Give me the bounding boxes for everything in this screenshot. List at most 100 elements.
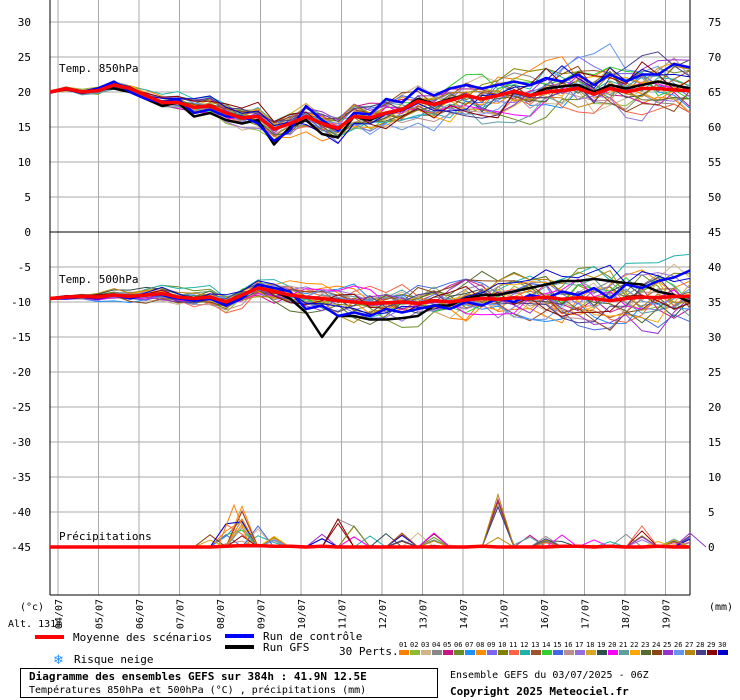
legend-member-swatch (476, 650, 486, 655)
legend-member-swatch (432, 650, 442, 655)
legend-member-number: 10 (498, 641, 506, 649)
y-tick-left: 10 (18, 156, 31, 169)
panel-label: Temp. 500hPa (59, 273, 138, 286)
precip-peak (417, 532, 451, 548)
ensemble-chart: 302520151050-5-10-15-20-25-30-35-40-4575… (8, 0, 733, 665)
y-tick-right: 75 (708, 16, 721, 29)
legend-member-swatch (509, 650, 519, 655)
y-tick-left: 20 (18, 86, 31, 99)
legend-member-swatch (597, 650, 607, 655)
y-tick-left: 0 (24, 226, 31, 239)
y-tick-left: 30 (18, 16, 31, 29)
y-tick-left: -25 (11, 401, 31, 414)
x-tick-label: 06/07 (135, 599, 146, 629)
legend-member-number: 12 (520, 641, 528, 649)
legend-member-number: 04 (432, 641, 440, 649)
legend-member-number: 19 (597, 641, 605, 649)
legend-member-swatch (454, 650, 464, 655)
member-line (49, 283, 691, 317)
x-tick-label: 13/07 (419, 599, 430, 629)
member-line (49, 278, 691, 331)
y-tick-left: -5 (18, 261, 31, 274)
y-tick-right: 35 (708, 296, 721, 309)
legend-member-number: 14 (542, 641, 550, 649)
legend: Moyenne des scénarios Run de contrôleRun … (35, 630, 728, 665)
legend-member-swatch (542, 650, 552, 655)
legend-member-number: 17 (575, 641, 583, 649)
snowflake-icon: ❄ (53, 653, 64, 665)
precip-peak (385, 532, 419, 548)
precip-peak (481, 492, 515, 548)
x-tick-label: 09/07 (257, 599, 268, 629)
y-tick-left: 5 (24, 191, 31, 204)
legend-member-swatch (685, 650, 695, 655)
legend-member-number: 08 (476, 641, 484, 649)
legend-member-swatch (520, 650, 530, 655)
y-tick-right: 30 (708, 331, 721, 344)
precip-peak (217, 503, 251, 548)
precip-peak (337, 525, 371, 548)
x-tick-label: 17/07 (581, 599, 592, 629)
legend-member-number: 22 (630, 641, 638, 649)
precip-peak (321, 517, 355, 548)
precip-peak (625, 525, 659, 548)
mean-line (49, 286, 690, 306)
legend-member-swatch (465, 650, 475, 655)
x-tick-label: 18/07 (621, 599, 632, 629)
legend-member-number: 07 (465, 641, 473, 649)
precip-peak (225, 517, 259, 548)
legend-member-swatch (487, 650, 497, 655)
footer-subtitle: Températures 850hPa et 500hPa (°C) , pré… (29, 685, 367, 696)
x-tick-label: 05/07 (95, 599, 106, 629)
legend-member-number: 09 (487, 641, 495, 649)
legend-member-number: 05 (443, 641, 451, 649)
run-info: Ensemble GEFS du 03/07/2025 - 06Z (450, 670, 649, 681)
x-tick-label: 14/07 (459, 599, 470, 629)
y-tick-right: 55 (708, 156, 721, 169)
member-line (49, 253, 691, 319)
legend-member-number: 29 (707, 641, 715, 649)
y-tick-left: 15 (18, 121, 31, 134)
x-tick-label: 12/07 (378, 599, 389, 629)
legend-member-swatch (586, 650, 596, 655)
x-tick-label: 08/07 (216, 599, 227, 629)
legend-member-swatch (553, 650, 563, 655)
legend-member-number: 16 (564, 641, 572, 649)
x-tick-label: 19/07 (662, 599, 673, 629)
legend-member-number: 03 (421, 641, 429, 649)
member-line (49, 264, 691, 315)
legend-member-number: 15 (553, 641, 561, 649)
copyright: Copyright 2025 Meteociel.fr (450, 685, 629, 698)
y-tick-left: -20 (11, 366, 31, 379)
y-tick-left: -45 (11, 541, 31, 554)
y-tick-right: 15 (708, 436, 721, 449)
legend-member-swatch (652, 650, 662, 655)
x-tick-label: 04/07 (54, 599, 65, 629)
legend-member-number: 20 (608, 641, 616, 649)
legend-member-swatch (399, 650, 409, 655)
x-tick-label: 11/07 (338, 599, 349, 629)
x-tick-label: 15/07 (500, 599, 511, 629)
member-line (49, 77, 691, 141)
y-tick-right: 65 (708, 86, 721, 99)
legend-member-swatch (531, 650, 541, 655)
legend-member-number: 26 (674, 641, 682, 649)
precip-peak (673, 532, 707, 548)
legend-member-number: 30 (718, 641, 726, 649)
main-series (49, 62, 691, 549)
precip-peak (257, 535, 291, 548)
footer-title: Diagramme des ensembles GEFS sur 384h : … (29, 670, 367, 683)
legend-member-swatch (707, 650, 717, 655)
x-tick-label: 10/07 (297, 599, 308, 629)
member-line (49, 65, 691, 145)
legend-member-swatch (564, 650, 574, 655)
legend-member-swatch (641, 650, 651, 655)
legend-member-number: 11 (509, 641, 517, 649)
precip-peak (657, 539, 691, 548)
y-tick-left: -15 (11, 331, 31, 344)
x-tick-label: 07/07 (176, 599, 187, 629)
mean-line (49, 83, 691, 131)
y-tick-left: -35 (11, 471, 31, 484)
legend-member-swatch (674, 650, 684, 655)
y-tick-left: 25 (18, 51, 31, 64)
